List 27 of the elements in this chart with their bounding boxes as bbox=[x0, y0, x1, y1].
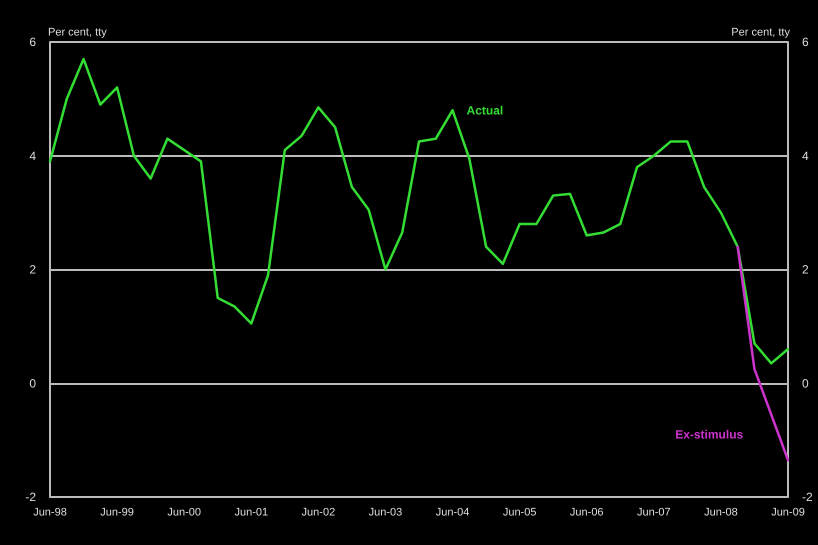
y2-tick-label: 4 bbox=[802, 148, 809, 163]
x-tick-label: Jun-04 bbox=[436, 506, 470, 518]
series-label: Actual bbox=[466, 103, 504, 118]
x-tick-label: Jun-05 bbox=[502, 506, 536, 518]
y-tick-label: 6 bbox=[29, 35, 36, 49]
y2-tick-label: 6 bbox=[802, 35, 809, 49]
x-tick-label: Jun-03 bbox=[368, 506, 402, 518]
x-tick-label: Jun-07 bbox=[637, 506, 671, 518]
y-tick-label: 0 bbox=[29, 376, 36, 390]
y-tick-label: 4 bbox=[29, 148, 36, 163]
y2-tick-label: -2 bbox=[802, 490, 813, 504]
y-axis-title: Per cent, tty bbox=[48, 26, 108, 38]
y2-tick-label: 0 bbox=[802, 376, 809, 390]
y-tick-label: -2 bbox=[25, 490, 36, 504]
x-tick-label: Jun-01 bbox=[234, 506, 268, 518]
x-tick-label: Jun-09 bbox=[771, 506, 805, 518]
x-tick-label: Jun-99 bbox=[100, 506, 134, 518]
y-tick-label: 2 bbox=[29, 262, 36, 276]
line-series bbox=[48, 58, 790, 365]
x-tick-label: Jun-00 bbox=[167, 506, 201, 518]
x-tick-label: Jun-08 bbox=[704, 506, 738, 518]
x-tick-label: Jun-02 bbox=[302, 506, 336, 518]
y2-axis-title: Per cent, tty bbox=[731, 26, 790, 38]
y2-tick-label: 2 bbox=[802, 262, 809, 276]
text: Ex-stimulus bbox=[675, 428, 744, 442]
x-tick-label: Jun-06 bbox=[570, 506, 604, 518]
x-tick-label: Jun-98 bbox=[33, 506, 67, 518]
